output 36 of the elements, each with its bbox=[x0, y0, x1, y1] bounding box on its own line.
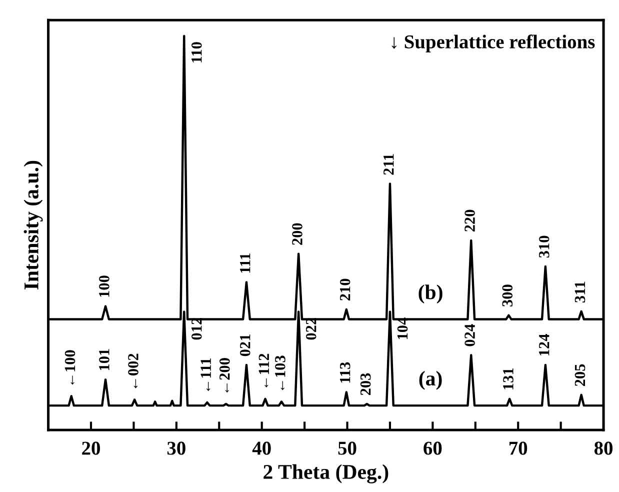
annotation: ←002 bbox=[128, 354, 138, 388]
annotation: 110 bbox=[191, 42, 202, 62]
annotation: 300 bbox=[502, 284, 513, 306]
annotation: 220 bbox=[464, 210, 475, 232]
annotation: ←112 bbox=[258, 354, 269, 388]
annotation: 131 bbox=[503, 368, 514, 390]
x-axis-title: 2 Theta (Deg.) bbox=[264, 464, 388, 484]
annotation: 210 bbox=[340, 278, 350, 300]
x-tick-label: 60 bbox=[424, 442, 442, 455]
series-label: (b) bbox=[418, 284, 442, 304]
annotation: ↓ Superlattice reflections bbox=[392, 34, 595, 52]
annotation: 124 bbox=[538, 334, 550, 356]
x-tick-label: 80 bbox=[594, 442, 613, 455]
annotation: 100 bbox=[99, 276, 110, 297]
annotation: 113 bbox=[340, 362, 350, 383]
annotation: 310 bbox=[538, 236, 550, 258]
annotation: 311 bbox=[574, 282, 586, 302]
series-label: (a) bbox=[419, 370, 442, 390]
x-tick-label: 50 bbox=[338, 442, 356, 455]
x-tick-label: 40 bbox=[252, 442, 271, 455]
annotation: 111 bbox=[240, 253, 250, 273]
x-tick-label: 20 bbox=[82, 442, 100, 455]
x-tick-label: 70 bbox=[509, 442, 528, 455]
annotation: ←200 bbox=[219, 358, 230, 393]
annotation: 024 bbox=[464, 324, 475, 346]
annotation: ←111 bbox=[200, 358, 211, 391]
annotation: 205 bbox=[574, 364, 586, 386]
annotation: ←100 bbox=[64, 350, 76, 385]
x-tick-label: 30 bbox=[167, 442, 186, 455]
annotation: 211 bbox=[384, 154, 394, 175]
annotation: 101 bbox=[99, 349, 110, 370]
annotation: 203 bbox=[360, 373, 371, 396]
annotation: 200 bbox=[292, 223, 302, 245]
y-axis-title: Intensity (a.u.) bbox=[24, 160, 43, 290]
annotation: 021 bbox=[240, 334, 250, 356]
annotation: ←103 bbox=[275, 356, 286, 390]
